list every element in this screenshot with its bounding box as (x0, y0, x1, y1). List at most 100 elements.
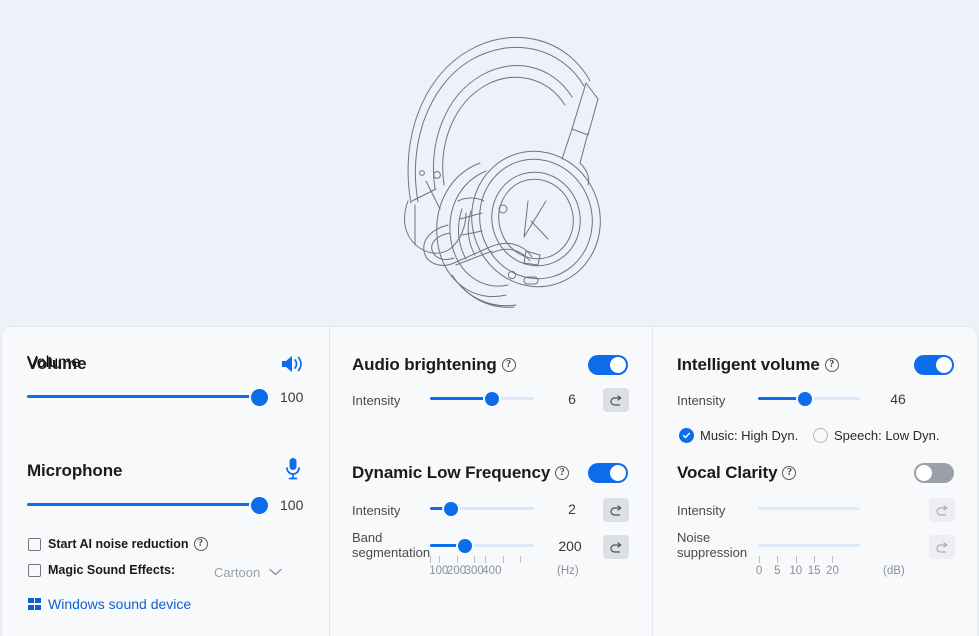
vocal-clarity-help-icon[interactable]: ? (782, 466, 797, 480)
noise-tick-5: 5 (774, 565, 781, 577)
volume-slider-fill (27, 395, 259, 398)
mode-music-radio-row[interactable]: Music: High Dyn. (679, 428, 798, 443)
ai-noise-reduction-checkbox-row[interactable]: Start AI noise reduction ? (28, 537, 208, 551)
slider-thumb[interactable] (458, 539, 473, 553)
noise-suppression-tick-labels: 0 5 10 15 20 (756, 565, 860, 579)
microphone-slider[interactable] (27, 497, 268, 514)
band-segmentation-ticks (430, 556, 534, 563)
windows-sound-device-label: Windows sound device (48, 596, 192, 612)
band-segmentation-tick-labels: 100 200 300 400 (429, 565, 534, 579)
headset-illustration (403, 37, 601, 308)
volume-heading: Volume (27, 354, 87, 373)
speaker-icon[interactable] (280, 354, 304, 379)
band-tick-300: 300 (464, 565, 484, 577)
reset-icon (609, 541, 621, 553)
band-segmentation-value: 200 (558, 538, 582, 554)
ai-noise-reduction-help-icon[interactable]: ? (193, 537, 208, 551)
magic-sound-effects-checkbox[interactable] (28, 563, 41, 577)
chevron-down-icon[interactable] (269, 563, 282, 581)
intelligent-volume-intensity-label: Intensity (677, 393, 726, 408)
volume-slider[interactable] (27, 389, 268, 406)
noise-suppression-slider[interactable] (758, 538, 860, 554)
audio-brightening-intensity-value: 6 (568, 391, 576, 407)
audio-brightening-intensity-reset-button[interactable] (603, 388, 629, 412)
intelligent-volume-title: Intelligent volume (677, 355, 820, 374)
band-segmentation-reset-button[interactable] (603, 535, 629, 559)
intelligent-volume-help-icon[interactable]: ? (824, 358, 839, 372)
dynamic-low-frequency-toggle-knob (610, 465, 626, 481)
slider-track (758, 507, 860, 510)
slider-thumb[interactable] (485, 392, 500, 406)
vocal-clarity-intensity-slider[interactable] (758, 501, 860, 517)
intelligent-volume-intensity-slider[interactable] (758, 391, 860, 407)
magic-sound-effects-label: Magic Sound Effects: (48, 563, 176, 577)
noise-suppression-unit: (dB) (883, 565, 905, 577)
slider-fill (430, 397, 493, 400)
audio-brightening-toggle[interactable] (588, 355, 628, 375)
band-tick-200: 200 (446, 565, 467, 577)
settings-card: Volume Volume 100 Microphone (1, 326, 978, 636)
intelligent-volume-toggle-knob (936, 357, 952, 373)
slider-fill (430, 544, 466, 547)
panel-effects: Audio brightening ? Intensity 6 (329, 327, 652, 636)
reset-icon (935, 504, 947, 516)
vocal-clarity-toggle[interactable] (914, 463, 954, 483)
vocal-clarity-intensity-reset-button[interactable] (929, 498, 955, 522)
noise-tick-10: 10 (789, 565, 803, 577)
panel-voice: Intelligent volume ? Intensity 46 (652, 327, 977, 636)
noise-suppression-reset-button[interactable] (929, 535, 955, 559)
audio-brightening-toggle-knob (610, 357, 626, 373)
mode-speech-radio-row[interactable]: Speech: Low Dyn. (813, 428, 940, 443)
magic-sound-effects-checkbox-row[interactable]: Magic Sound Effects: (28, 563, 175, 577)
intelligent-volume-intensity-value: 46 (890, 391, 906, 407)
reset-icon (609, 394, 621, 406)
noise-suppression-label: Noise suppression (677, 530, 748, 560)
mode-music-label: Music: High Dyn. (700, 428, 799, 443)
microphone-heading: Microphone (27, 461, 123, 480)
microphone-slider-fill (27, 503, 259, 506)
audio-brightening-intensity-slider[interactable] (430, 391, 534, 407)
dynamic-low-frequency-title: Dynamic Low Frequency (352, 463, 551, 482)
mode-speech-label: Speech: Low Dyn. (834, 428, 940, 443)
microphone-slider-thumb[interactable] (251, 497, 268, 514)
vocal-clarity-header: Vocal Clarity ? (677, 463, 797, 483)
vocal-clarity-toggle-knob (916, 465, 932, 481)
dynamic-low-frequency-toggle[interactable] (588, 463, 628, 483)
intelligent-volume-toggle[interactable] (914, 355, 954, 375)
mode-speech-radio[interactable] (813, 428, 828, 443)
volume-title: Volume (27, 354, 81, 371)
audio-brightening-help-icon[interactable]: ? (501, 358, 516, 372)
slider-thumb[interactable] (797, 392, 812, 406)
audio-brightening-title: Audio brightening (352, 355, 497, 374)
vocal-clarity-title: Vocal Clarity (677, 463, 778, 482)
slider-fill (430, 507, 451, 510)
microphone-icon[interactable] (284, 457, 302, 486)
check-icon (682, 432, 691, 439)
ai-noise-reduction-label: Start AI noise reduction (48, 537, 189, 551)
panel-audio-device: Volume Volume 100 Microphone (2, 327, 329, 636)
noise-tick-20: 20 (826, 565, 839, 577)
volume-value: 100 (280, 389, 304, 405)
dynamic-low-frequency-intensity-slider[interactable] (430, 501, 534, 517)
slider-thumb[interactable] (443, 502, 458, 516)
windows-sound-device-link[interactable]: Windows sound device (28, 596, 191, 612)
volume-slider-thumb[interactable] (251, 389, 268, 406)
band-segmentation-slider[interactable] (430, 538, 534, 554)
windows-logo-icon (28, 597, 41, 611)
dynamic-low-frequency-help-icon[interactable]: ? (555, 466, 570, 480)
slider-fill (758, 397, 805, 400)
intelligent-volume-header: Intelligent volume ? (677, 355, 839, 375)
reset-icon (609, 504, 621, 516)
ai-noise-reduction-checkbox[interactable] (28, 537, 41, 551)
product-image-area (403, 37, 601, 308)
dynamic-low-frequency-intensity-reset-button[interactable] (603, 498, 629, 522)
vocal-clarity-intensity-label: Intensity (677, 503, 726, 518)
mode-music-radio[interactable] (679, 428, 694, 443)
dynamic-low-frequency-intensity-label: Intensity (352, 503, 401, 518)
magic-sound-effects-dropdown[interactable]: Cartoon (214, 563, 282, 581)
noise-suppression-ticks (758, 556, 860, 563)
microphone-value: 100 (280, 497, 304, 513)
band-segmentation-unit: (Hz) (557, 565, 579, 577)
slider-track (430, 544, 534, 547)
